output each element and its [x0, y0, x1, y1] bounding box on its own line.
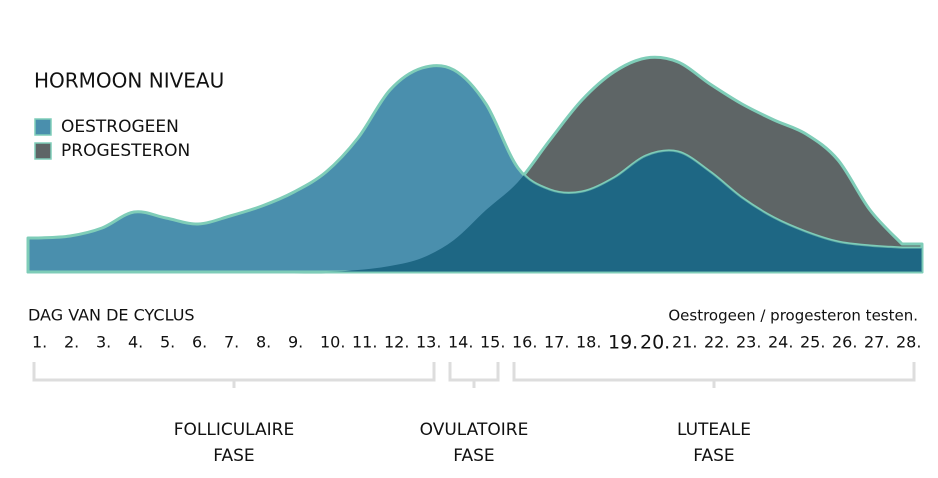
phase-label: FASE — [213, 446, 254, 466]
phase-bracket — [448, 362, 500, 388]
legend-label: PROGESTERON — [61, 141, 190, 161]
x-tick-label: 4. — [128, 333, 143, 352]
x-tick-label: 19. — [608, 332, 638, 354]
phase-label: FOLLICULAIRE — [174, 420, 295, 440]
x-tick-label: 20. — [640, 332, 670, 354]
phase-bracket — [32, 362, 436, 388]
phase-label: FASE — [693, 446, 734, 466]
x-tick-label: 22. — [704, 333, 729, 352]
chart-title: HORMOON NIVEAU — [34, 69, 224, 93]
x-tick-label: 17. — [544, 333, 569, 352]
legend-swatch — [34, 118, 52, 136]
x-tick-label: 5. — [160, 333, 175, 352]
phase-bracket — [512, 362, 916, 388]
x-tick-label: 25. — [800, 333, 825, 352]
x-tick-label: 13. — [416, 333, 441, 352]
x-tick-label: 12. — [384, 333, 409, 352]
x-tick-label: 10. — [320, 333, 345, 352]
x-tick-label: 6. — [192, 333, 207, 352]
phase-label: LUTEALE — [677, 420, 751, 440]
x-tick-label: 2. — [64, 333, 79, 352]
x-tick-label: 18. — [576, 333, 601, 352]
legend-label: OESTROGEEN — [61, 117, 179, 137]
x-tick-label: 15. — [480, 333, 505, 352]
x-tick-label: 11. — [352, 333, 377, 352]
x-axis-label: DAG VAN DE CYCLUS — [28, 306, 195, 325]
x-tick-label: 3. — [96, 333, 111, 352]
phase-label: FASE — [453, 446, 494, 466]
x-tick-label: 23. — [736, 333, 761, 352]
x-tick-label: 14. — [448, 333, 473, 352]
outline — [27, 64, 923, 273]
x-tick-label: 27. — [864, 333, 889, 352]
annotation: Oestrogeen / progesteron testen. — [668, 307, 918, 325]
x-tick-label: 8. — [256, 333, 271, 352]
plot — [26, 55, 924, 274]
x-tick-label: 21. — [672, 333, 697, 352]
x-tick-label: 9. — [288, 333, 303, 352]
x-tick-label: 16. — [512, 333, 537, 352]
x-tick-label: 28. — [896, 333, 921, 352]
x-tick-label: 1. — [32, 333, 47, 352]
x-tick-label: 7. — [224, 333, 239, 352]
legend-swatch — [34, 142, 52, 160]
x-tick-label: 24. — [768, 333, 793, 352]
phase-label: OVULATOIRE — [420, 420, 529, 440]
x-tick-label: 26. — [832, 333, 857, 352]
